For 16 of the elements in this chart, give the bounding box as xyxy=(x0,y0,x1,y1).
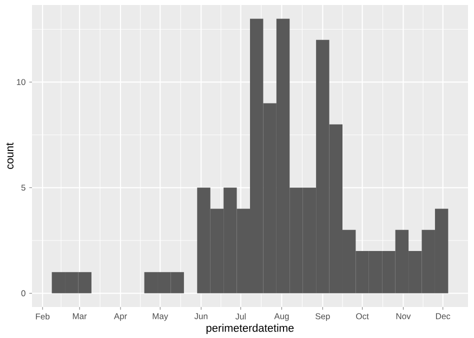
y-tick-label: 10 xyxy=(16,79,26,86)
x-tick-label: Jun xyxy=(194,313,208,320)
y-axis-title: count xyxy=(6,142,14,169)
x-axis-title: perimeterdatetime xyxy=(206,324,294,334)
x-tick-label: Oct xyxy=(356,313,369,320)
x-tick-label: Jul xyxy=(235,313,246,320)
x-tick-label: Dec xyxy=(436,313,450,320)
x-tick-label: May xyxy=(152,313,168,321)
x-tick-label: Nov xyxy=(396,313,411,320)
y-tick-label: 5 xyxy=(21,184,26,191)
y-tick-label: 0 xyxy=(21,290,26,296)
x-tick-label: Sep xyxy=(316,313,330,321)
x-tick-label: Aug xyxy=(274,313,289,321)
x-tick-label: Mar xyxy=(72,313,87,320)
x-tick-label: Apr xyxy=(114,313,127,321)
x-tick-label: Feb xyxy=(36,313,50,320)
